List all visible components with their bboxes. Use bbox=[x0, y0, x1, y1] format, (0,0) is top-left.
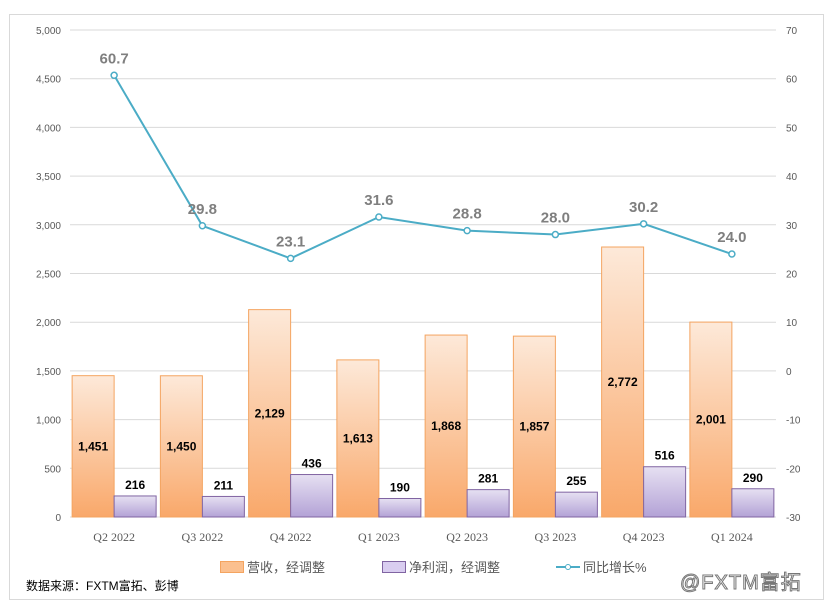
growth-data-label: 31.6 bbox=[364, 192, 393, 209]
revenue-data-label: 1,451 bbox=[78, 439, 108, 453]
profit-bar bbox=[290, 474, 334, 518]
category-label: Q2 2022 bbox=[93, 530, 135, 544]
profit-bar bbox=[201, 495, 245, 518]
revenue-bar bbox=[248, 309, 292, 518]
left-tick-label: 500 bbox=[44, 464, 61, 475]
profit-data-label: 290 bbox=[743, 471, 763, 485]
growth-point bbox=[110, 71, 118, 80]
revenue-data-label: 1,613 bbox=[343, 431, 373, 445]
legend-swatch-revenue bbox=[220, 560, 244, 573]
revenue-data-label: 2,772 bbox=[608, 375, 638, 389]
right-tick-label: 50 bbox=[786, 123, 798, 134]
legend-swatch-profit bbox=[382, 560, 406, 573]
growth-point bbox=[728, 250, 736, 258]
revenue-bar bbox=[689, 321, 733, 518]
profit-bar bbox=[731, 488, 775, 518]
growth-data-label: 24.0 bbox=[717, 229, 746, 246]
profit-bar bbox=[643, 466, 687, 518]
right-tick-label: 40 bbox=[786, 172, 798, 183]
revenue-bar bbox=[424, 334, 468, 518]
profit-data-label: 255 bbox=[566, 474, 586, 488]
left-tick-label: 1,000 bbox=[36, 416, 61, 427]
category-label: Q4 2022 bbox=[270, 530, 312, 544]
legend-line-icon bbox=[556, 563, 580, 570]
right-tick-label: 10 bbox=[786, 318, 798, 329]
profit-data-label: 190 bbox=[390, 480, 410, 494]
right-tick-label: -30 bbox=[786, 513, 801, 524]
growth-data-label: 28.8 bbox=[453, 206, 482, 223]
legend-label: 营收，经调整 bbox=[247, 560, 326, 575]
legend: 营收，经调整 净利润，经调整 同比增长% bbox=[0, 557, 835, 575]
growth-data-label: 30.2 bbox=[629, 199, 658, 216]
legend-label: 净利润，经调整 bbox=[409, 560, 501, 575]
growth-point bbox=[463, 226, 471, 235]
category-label: Q2 2023 bbox=[446, 530, 488, 544]
revenue-data-label: 1,868 bbox=[431, 419, 461, 433]
growth-point bbox=[375, 213, 383, 221]
revenue-bar bbox=[512, 335, 556, 518]
chart-frame bbox=[9, 14, 824, 600]
left-tick-label: 0 bbox=[55, 513, 61, 524]
category-label: Q4 2023 bbox=[623, 530, 665, 544]
growth-data-label: 28.0 bbox=[541, 210, 570, 227]
revenue-bar bbox=[71, 375, 115, 518]
growth-point bbox=[286, 254, 295, 263]
legend-item-growth: 同比增长% bbox=[556, 557, 647, 576]
left-tick-label: 2,000 bbox=[36, 318, 61, 329]
category-label: Q1 2023 bbox=[358, 530, 400, 544]
profit-data-label: 211 bbox=[214, 478, 234, 492]
left-tick-label: 4,000 bbox=[36, 123, 61, 134]
right-tick-label: 20 bbox=[786, 270, 798, 281]
left-tick-label: 5,000 bbox=[36, 26, 61, 37]
category-label: Q1 2024 bbox=[711, 530, 753, 544]
category-label: Q3 2023 bbox=[535, 530, 577, 544]
right-tick-label: 0 bbox=[786, 367, 792, 378]
right-tick-label: 30 bbox=[786, 221, 798, 232]
revenue-data-label: 2,129 bbox=[255, 406, 285, 420]
growth-data-label: 29.8 bbox=[188, 201, 217, 218]
right-tick-label: 70 bbox=[786, 26, 798, 37]
legend-item-profit: 净利润，经调整 bbox=[382, 557, 500, 576]
right-tick-label: 60 bbox=[786, 75, 798, 86]
revenue-data-label: 2,001 bbox=[696, 413, 726, 427]
left-tick-label: 4,500 bbox=[36, 75, 61, 86]
left-tick-label: 3,500 bbox=[36, 172, 61, 183]
legend-item-revenue: 营收，经调整 bbox=[220, 557, 325, 576]
growth-data-label: 60.7 bbox=[100, 50, 129, 67]
growth-point bbox=[551, 230, 560, 239]
profit-data-label: 216 bbox=[125, 478, 145, 492]
growth-point bbox=[639, 220, 648, 228]
right-tick-label: -20 bbox=[786, 464, 801, 475]
growth-point bbox=[198, 222, 207, 230]
growth-line bbox=[113, 74, 733, 260]
profit-bar bbox=[378, 497, 422, 518]
revenue-bar bbox=[159, 375, 203, 518]
profit-data-label: 281 bbox=[478, 472, 498, 486]
revenue-data-label: 1,857 bbox=[519, 420, 549, 434]
watermark: @FXTM富拓 bbox=[680, 572, 802, 595]
revenue-data-label: 1,450 bbox=[166, 439, 196, 453]
legend-label: 同比增长% bbox=[583, 560, 647, 575]
profit-data-label: 516 bbox=[655, 449, 675, 463]
source-note: 数据来源：FXTM富拓、彭博 bbox=[26, 579, 179, 593]
left-tick-label: 1,500 bbox=[36, 367, 61, 378]
right-tick-label: -10 bbox=[786, 416, 801, 427]
left-tick-label: 2,500 bbox=[36, 270, 61, 281]
profit-bar bbox=[466, 489, 510, 518]
profit-bar bbox=[554, 491, 598, 518]
profit-data-label: 436 bbox=[302, 457, 322, 471]
revenue-bar bbox=[336, 359, 380, 518]
category-label: Q3 2022 bbox=[182, 530, 224, 544]
growth-data-label: 23.1 bbox=[276, 233, 305, 250]
profit-bar bbox=[113, 495, 157, 518]
left-tick-label: 3,000 bbox=[36, 221, 61, 232]
revenue-bar bbox=[601, 246, 645, 518]
